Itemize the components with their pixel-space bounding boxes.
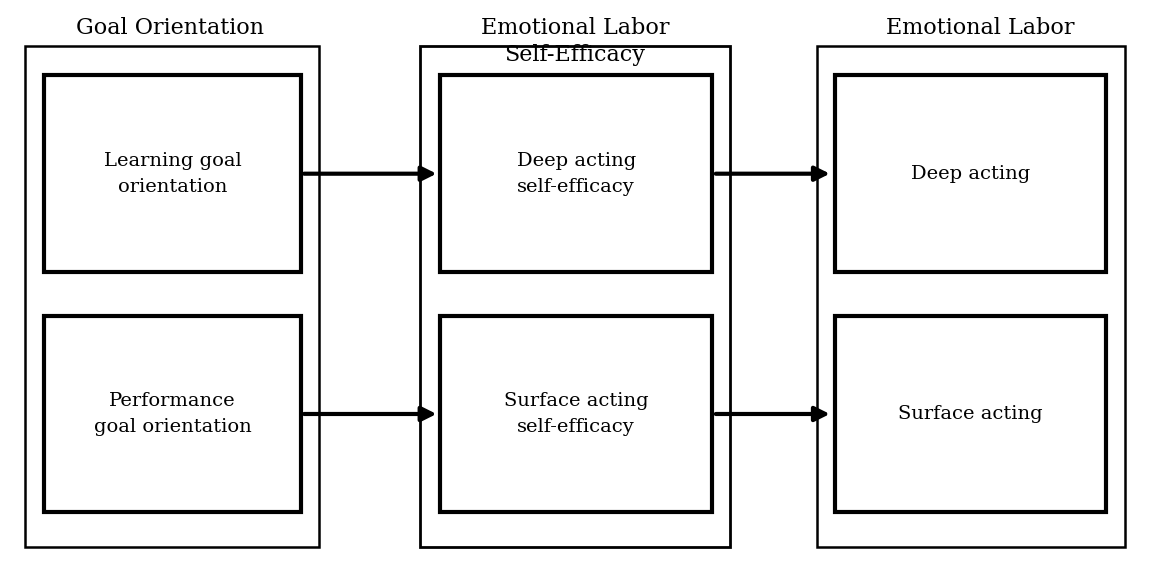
- Bar: [835, 316, 1106, 512]
- Text: Surface acting
self-efficacy: Surface acting self-efficacy: [504, 392, 649, 436]
- Bar: [440, 316, 712, 512]
- Text: Deep acting: Deep acting: [911, 164, 1030, 183]
- Text: Goal Orientation: Goal Orientation: [76, 17, 264, 39]
- Bar: [835, 75, 1106, 272]
- Bar: [440, 75, 712, 272]
- Bar: [816, 46, 1125, 547]
- Bar: [25, 46, 319, 547]
- Bar: [420, 46, 730, 547]
- Bar: [44, 316, 301, 512]
- Text: Learning goal
orientation: Learning goal orientation: [104, 152, 242, 196]
- Text: Performance
goal orientation: Performance goal orientation: [93, 392, 252, 436]
- Text: Emotional Labor
Self-Efficacy: Emotional Labor Self-Efficacy: [481, 17, 669, 67]
- Text: Deep acting
self-efficacy: Deep acting self-efficacy: [516, 152, 636, 196]
- Bar: [44, 75, 301, 272]
- Text: Surface acting: Surface acting: [898, 405, 1043, 423]
- Text: Emotional Labor: Emotional Labor: [886, 17, 1074, 39]
